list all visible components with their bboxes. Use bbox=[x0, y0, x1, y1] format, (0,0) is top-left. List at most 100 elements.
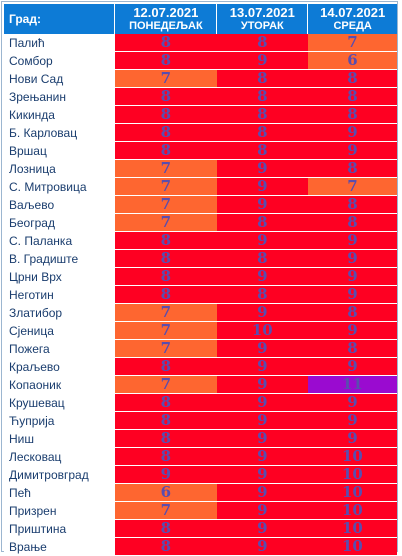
city-name: Врање bbox=[4, 537, 115, 556]
uv-value-cell: 9 bbox=[216, 267, 308, 286]
uv-value-cell: 8 bbox=[114, 267, 217, 286]
uv-value-cell: 8 bbox=[307, 339, 397, 358]
table-row: Лесковац 8 9 10 bbox=[4, 447, 397, 466]
city-name: Крушевац bbox=[4, 393, 115, 412]
uv-value-cell: 9 bbox=[114, 465, 217, 484]
uv-value-cell: 9 bbox=[216, 303, 308, 322]
city-name: С. Паланка bbox=[4, 231, 115, 250]
uv-value-cell: 8 bbox=[216, 285, 308, 304]
uv-value-cell: 8 bbox=[216, 249, 308, 268]
city-name: Краљево bbox=[4, 357, 115, 376]
uv-value-cell: 8 bbox=[114, 519, 217, 538]
table-row: В. Градиште 8 8 9 bbox=[4, 249, 397, 268]
uv-value-cell: 7 bbox=[307, 34, 397, 52]
table-row: Црни Врх 8 9 9 bbox=[4, 267, 397, 286]
uv-value-cell: 9 bbox=[307, 321, 397, 340]
table-row: Пећ 6 9 10 bbox=[4, 483, 397, 502]
uv-value-cell: 7 bbox=[114, 177, 217, 196]
city-name: Б. Карловац bbox=[4, 123, 115, 142]
uv-value-cell: 8 bbox=[307, 195, 397, 214]
table-row: Ваљево 7 9 8 bbox=[4, 195, 397, 214]
city-column-header: Град: bbox=[4, 4, 116, 34]
uv-value-cell: 7 bbox=[114, 321, 217, 340]
uv-index-table: Град: 12.07.2021 ПОНЕДЕЉАК 13.07.2021 УТ… bbox=[4, 4, 397, 556]
city-name: Димитровград bbox=[4, 465, 115, 484]
table-row: Ћуприја 8 9 9 bbox=[4, 411, 397, 430]
uv-value-cell: 9 bbox=[216, 537, 308, 556]
table-header-row: Град: 12.07.2021 ПОНЕДЕЉАК 13.07.2021 УТ… bbox=[4, 4, 397, 34]
uv-value-cell: 8 bbox=[114, 447, 217, 466]
table-row: С. Паланка 8 9 9 bbox=[4, 231, 397, 250]
uv-value-cell: 9 bbox=[216, 231, 308, 250]
uv-value-cell: 8 bbox=[114, 123, 217, 142]
uv-value-cell: 9 bbox=[216, 375, 308, 394]
uv-value-cell: 9 bbox=[307, 231, 397, 250]
uv-value-cell: 8 bbox=[307, 87, 397, 106]
uv-value-cell: 6 bbox=[114, 483, 217, 502]
uv-value-cell: 7 bbox=[114, 159, 217, 178]
uv-value-cell: 9 bbox=[216, 195, 308, 214]
uv-value-cell: 9 bbox=[216, 519, 308, 538]
table-row: Палић 8 8 7 bbox=[4, 34, 397, 52]
city-name: Зрењанин bbox=[4, 87, 115, 106]
uv-value-cell: 9 bbox=[216, 159, 308, 178]
table-row: Врање 8 9 10 bbox=[4, 537, 397, 556]
table-body: Палић 8 8 7 Сомбор 8 9 6 Нови Сад 7 8 8 Зрењанин 8 8 8 К… bbox=[4, 34, 397, 556]
uv-value-cell: 8 bbox=[307, 159, 397, 178]
uv-value-cell: 10 bbox=[307, 465, 397, 484]
uv-value-cell: 8 bbox=[114, 285, 217, 304]
table-row: Зрењанин 8 8 8 bbox=[4, 87, 397, 106]
uv-value-cell: 8 bbox=[216, 105, 308, 124]
table-row: Крушевац 8 9 9 bbox=[4, 393, 397, 412]
table-row: Вршац 8 8 9 bbox=[4, 141, 397, 160]
city-name: Пожега bbox=[4, 339, 115, 358]
table-row: Неготин 8 8 9 bbox=[4, 285, 397, 304]
uv-value-cell: 10 bbox=[216, 321, 308, 340]
city-name: Ћуприја bbox=[4, 411, 115, 430]
day-weekday: ПОНЕДЕЉАК bbox=[129, 20, 203, 32]
uv-value-cell: 10 bbox=[307, 447, 397, 466]
table-row: Краљево 8 9 9 bbox=[4, 357, 397, 376]
uv-value-cell: 6 bbox=[307, 51, 397, 70]
uv-value-cell: 9 bbox=[307, 411, 397, 430]
uv-value-cell: 8 bbox=[114, 249, 217, 268]
city-name: Црни Врх bbox=[4, 267, 115, 286]
uv-value-cell: 9 bbox=[216, 51, 308, 70]
uv-value-cell: 7 bbox=[114, 195, 217, 214]
city-name: Београд bbox=[4, 213, 115, 232]
table-row: Сомбор 8 9 6 bbox=[4, 51, 397, 70]
table-row: Димитровград 9 9 10 bbox=[4, 465, 397, 484]
uv-value-cell: 8 bbox=[216, 87, 308, 106]
city-name: Пећ bbox=[4, 483, 115, 502]
uv-value-cell: 8 bbox=[216, 34, 308, 52]
table-row: Приштина 8 9 10 bbox=[4, 519, 397, 538]
day-weekday: УТОРАК bbox=[240, 20, 284, 32]
uv-value-cell: 7 bbox=[114, 375, 217, 394]
table-row: Копаоник 7 9 11 bbox=[4, 375, 397, 394]
table-row: Призрен 7 9 10 bbox=[4, 501, 397, 520]
city-name: В. Градиште bbox=[4, 249, 115, 268]
uv-value-cell: 9 bbox=[307, 429, 397, 448]
uv-value-cell: 9 bbox=[216, 465, 308, 484]
uv-value-cell: 7 bbox=[114, 303, 217, 322]
uv-value-cell: 9 bbox=[307, 285, 397, 304]
uv-value-cell: 9 bbox=[307, 141, 397, 160]
uv-value-cell: 8 bbox=[216, 69, 308, 88]
day-date: 14.07.2021 bbox=[320, 5, 386, 20]
city-name: Лозница bbox=[4, 159, 115, 178]
uv-value-cell: 9 bbox=[307, 393, 397, 412]
city-name: Лесковац bbox=[4, 447, 115, 466]
uv-value-cell: 8 bbox=[114, 357, 217, 376]
uv-value-cell: 8 bbox=[307, 213, 397, 232]
uv-value-cell: 9 bbox=[216, 447, 308, 466]
uv-value-cell: 7 bbox=[114, 501, 217, 520]
uv-value-cell: 10 bbox=[307, 519, 397, 538]
uv-value-cell: 9 bbox=[216, 177, 308, 196]
uv-value-cell: 9 bbox=[216, 429, 308, 448]
table-row: Нови Сад 7 8 8 bbox=[4, 69, 397, 88]
table-row: С. Митровица 7 9 7 bbox=[4, 177, 397, 196]
uv-value-cell: 9 bbox=[216, 357, 308, 376]
uv-value-cell: 8 bbox=[307, 105, 397, 124]
city-name: Призрен bbox=[4, 501, 115, 520]
day-weekday: СРЕДА bbox=[333, 20, 372, 32]
